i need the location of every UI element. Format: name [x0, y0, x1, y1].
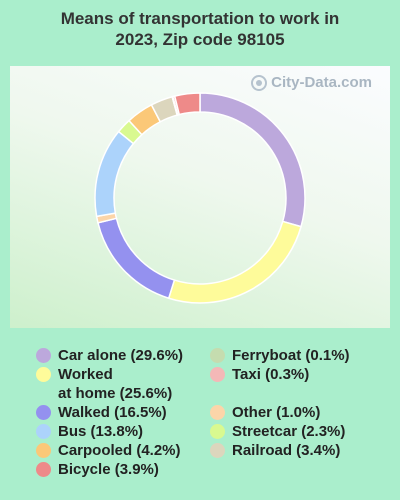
legend-swatch-bicycle: [36, 462, 51, 477]
legend-item-worked-at-home: Worked at home (25.6%): [36, 365, 172, 403]
donut-slice-worked-at-home: [167, 220, 302, 304]
chart-title-line-2: 2023, Zip code 98105: [115, 30, 285, 49]
legend-swatch-taxi: [210, 367, 225, 382]
watermark: City-Data.com: [251, 74, 372, 91]
watermark-search-icon: [251, 74, 268, 91]
legend-swatch-carpooled: [36, 443, 51, 458]
legend-label-worked-at-home: Worked at home (25.6%): [58, 366, 173, 402]
legend-item-bus: Bus (13.8%): [36, 422, 143, 441]
legend-item-other: Other (1.0%): [210, 403, 320, 422]
legend-item-railroad: Railroad (3.4%): [210, 441, 340, 460]
legend-label-carpooled: Carpooled (4.2%): [58, 442, 181, 459]
legend-swatch-streetcar: [210, 424, 225, 439]
chart-title-line-1: Means of transportation to work in: [60, 9, 340, 28]
watermark-text: City-Data.com: [271, 74, 372, 91]
donut-slice-bus: [94, 130, 135, 218]
legend-label-streetcar: Streetcar (2.3%): [232, 423, 346, 440]
legend-label-car-alone: Car alone (29.6%): [58, 347, 184, 364]
legend-item-ferryboat: Ferryboat (0.1%): [210, 346, 350, 365]
donut-chart: [94, 92, 306, 304]
legend-swatch-car-alone: [36, 348, 51, 363]
donut-slice-car-alone: [199, 92, 306, 228]
donut-slice-bicycle: [173, 92, 201, 116]
legend-label-other: Other (1.0%): [232, 404, 321, 421]
legend-label-walked: Walked (16.5%): [58, 404, 167, 421]
legend-label-taxi: Taxi (0.3%): [232, 366, 310, 383]
legend-label-ferryboat: Ferryboat (0.1%): [232, 347, 350, 364]
legend-swatch-walked: [36, 405, 51, 420]
legend-item-walked: Walked (16.5%): [36, 403, 167, 422]
legend-label-bicycle: Bicycle (3.9%): [58, 461, 159, 478]
legend-swatch-ferryboat: [210, 348, 225, 363]
donut-slice-walked: [97, 217, 176, 300]
legend-item-carpooled: Carpooled (4.2%): [36, 441, 181, 460]
legend-item-taxi: Taxi (0.3%): [210, 365, 309, 384]
legend-item-bicycle: Bicycle (3.9%): [36, 460, 159, 479]
legend-label-railroad: Railroad (3.4%): [232, 442, 341, 459]
legend-label-bus: Bus (13.8%): [58, 423, 144, 440]
chart-title: Means of transportation to work in 2023,…: [0, 8, 400, 50]
legend-swatch-bus: [36, 424, 51, 439]
legend-swatch-other: [210, 405, 225, 420]
legend-item-streetcar: Streetcar (2.3%): [210, 422, 345, 441]
legend-swatch-worked-at-home: [36, 367, 51, 382]
legend-item-car-alone: Car alone (29.6%): [36, 346, 183, 365]
chart-plot-area: City-Data.com: [10, 66, 390, 328]
legend-swatch-railroad: [210, 443, 225, 458]
